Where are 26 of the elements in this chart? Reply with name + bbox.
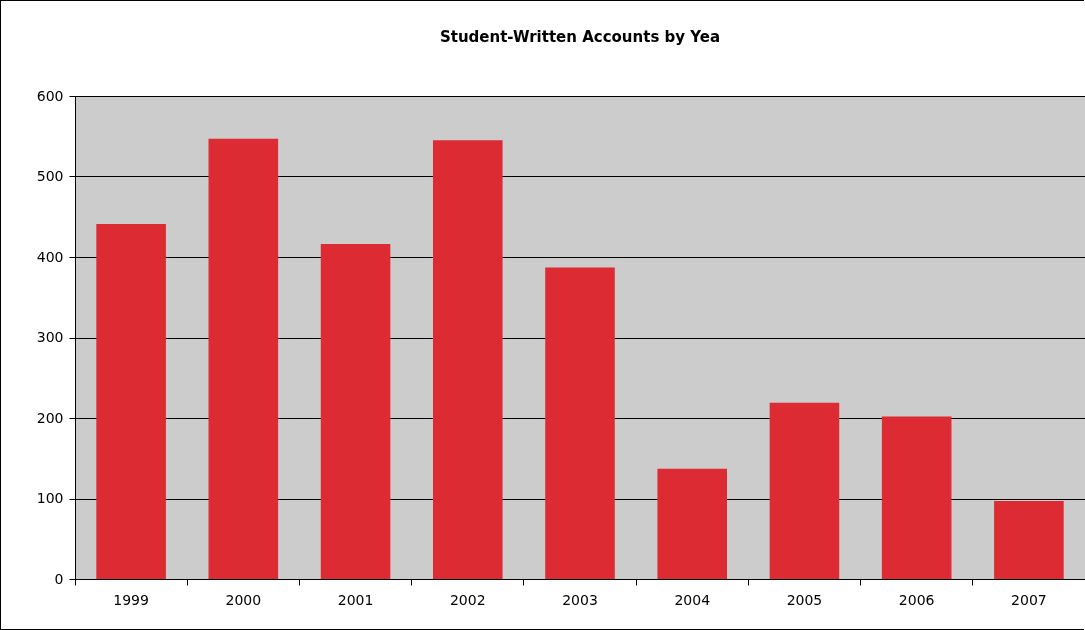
y-tick-label: 100 xyxy=(36,490,64,506)
x-tick-label: 2007 xyxy=(1011,591,1047,608)
bar xyxy=(657,468,728,579)
y-tick-label: 300 xyxy=(36,329,64,345)
bar xyxy=(994,500,1064,579)
x-tick-label: 2002 xyxy=(449,591,486,608)
x-tick-label: 2005 xyxy=(786,591,823,608)
x-tick-label: 2003 xyxy=(562,591,598,608)
y-tick-label: 600 xyxy=(36,87,64,104)
bar xyxy=(769,402,840,579)
x-tick-label: 2001 xyxy=(337,591,374,608)
y-tick-label: 500 xyxy=(36,168,64,184)
y-tick-label: 200 xyxy=(36,409,64,426)
bar xyxy=(432,140,503,579)
bar xyxy=(320,244,391,579)
bar xyxy=(545,267,615,579)
y-tick-label: 400 xyxy=(36,248,64,265)
x-tick-label: 2004 xyxy=(674,591,711,608)
x-tick-label: 1999 xyxy=(113,591,149,608)
x-tick-label: 2006 xyxy=(898,591,935,608)
y-tick-label: 0 xyxy=(54,570,64,587)
bar xyxy=(208,138,279,579)
chart-title: Student-Written Accounts by Yea xyxy=(439,28,721,46)
x-tick-label: 2000 xyxy=(225,591,262,608)
bar xyxy=(881,416,952,579)
bar xyxy=(96,224,166,579)
